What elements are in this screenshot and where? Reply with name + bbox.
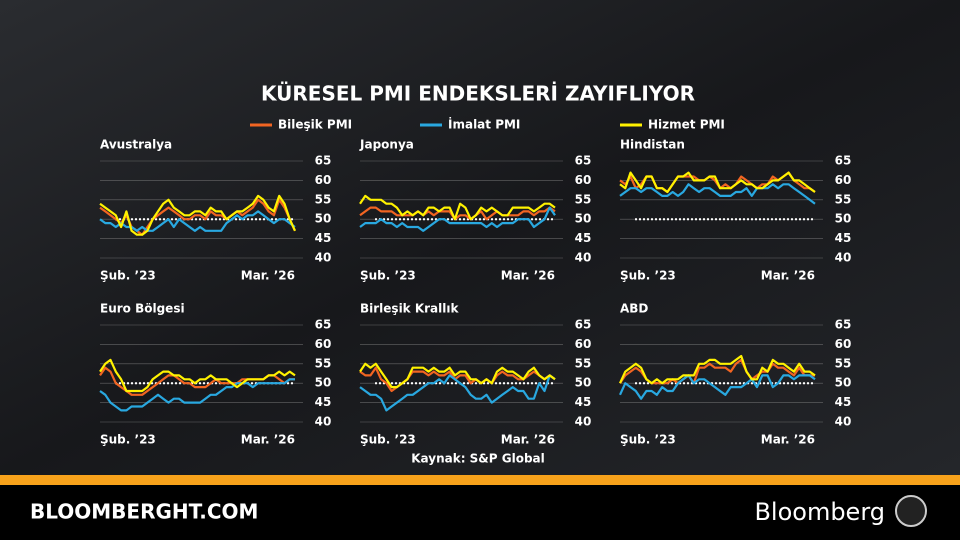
y-tick-label: 40 bbox=[315, 415, 332, 429]
y-tick-label: 60 bbox=[835, 173, 852, 187]
series-line bbox=[359, 374, 556, 412]
site-name: BLOOMBERGHT.COM bbox=[30, 500, 258, 524]
x-tick-label: Mar. ’26 bbox=[241, 433, 295, 447]
y-tick-label: 55 bbox=[575, 356, 592, 370]
y-tick-label: 50 bbox=[575, 212, 592, 226]
y-tick-label: 55 bbox=[835, 192, 852, 206]
y-tick-label: 50 bbox=[835, 212, 852, 226]
y-tick-label: 45 bbox=[575, 395, 592, 409]
y-tick-label: 45 bbox=[835, 395, 852, 409]
series-line bbox=[618, 354, 816, 385]
source: Kaynak: S&P Global bbox=[411, 452, 545, 466]
x-tick-label: Mar. ’26 bbox=[761, 269, 815, 283]
x-tick-label: Mar. ’26 bbox=[241, 269, 295, 283]
y-tick-label: 65 bbox=[575, 154, 592, 168]
series-line bbox=[359, 206, 556, 221]
page-title: KÜRESEL PMI ENDEKSLERİ ZAYIFLIYOR bbox=[261, 82, 695, 106]
x-tick-label: Şub. ’23 bbox=[100, 433, 156, 447]
y-tick-label: 65 bbox=[575, 318, 592, 332]
y-tick-label: 55 bbox=[315, 356, 332, 370]
panel-title: Avustralya bbox=[100, 138, 172, 152]
background bbox=[0, 0, 960, 475]
series-line bbox=[359, 206, 556, 232]
panel-title: Euro Bölgesi bbox=[100, 302, 185, 316]
panel-title: Hindistan bbox=[620, 138, 685, 152]
y-tick-label: 45 bbox=[575, 231, 592, 245]
y-tick-label: 40 bbox=[575, 251, 592, 265]
series-line bbox=[99, 194, 297, 236]
x-tick-label: Şub. ’23 bbox=[100, 269, 156, 283]
panel-title: ABD bbox=[620, 302, 648, 316]
legend-label: İmalat PMI bbox=[448, 117, 520, 132]
y-tick-label: 60 bbox=[575, 337, 592, 351]
x-tick-label: Şub. ’23 bbox=[620, 269, 676, 283]
y-tick-label: 65 bbox=[835, 154, 852, 168]
y-tick-label: 40 bbox=[315, 251, 332, 265]
y-tick-label: 50 bbox=[575, 376, 592, 390]
panel-title: Birleşik Krallık bbox=[360, 302, 459, 316]
x-tick-label: Şub. ’23 bbox=[620, 433, 676, 447]
y-tick-label: 45 bbox=[835, 231, 852, 245]
series-line bbox=[619, 183, 816, 205]
series-line bbox=[619, 171, 816, 194]
footer-bar bbox=[0, 485, 960, 540]
logo bbox=[895, 495, 927, 527]
y-tick-label: 40 bbox=[835, 415, 852, 429]
series-line bbox=[359, 362, 556, 389]
x-tick-label: Mar. ’26 bbox=[761, 433, 815, 447]
y-tick-label: 65 bbox=[315, 318, 332, 332]
y-tick-label: 50 bbox=[315, 376, 332, 390]
y-tick-label: 45 bbox=[315, 231, 332, 245]
y-tick-label: 55 bbox=[835, 356, 852, 370]
x-tick-label: Mar. ’26 bbox=[501, 269, 555, 283]
y-tick-label: 40 bbox=[835, 251, 852, 265]
legend-label: Bileşik PMI bbox=[278, 118, 352, 132]
series-line bbox=[359, 194, 556, 221]
y-tick-label: 55 bbox=[575, 192, 592, 206]
series-line bbox=[99, 358, 296, 393]
y-tick-label: 45 bbox=[315, 395, 332, 409]
y-tick-label: 60 bbox=[315, 337, 332, 351]
x-tick-label: Mar. ’26 bbox=[501, 433, 555, 447]
y-tick-label: 60 bbox=[315, 173, 332, 187]
y-tick-label: 65 bbox=[315, 154, 332, 168]
y-tick-label: 50 bbox=[315, 212, 332, 226]
x-tick-label: Şub. ’23 bbox=[360, 269, 416, 283]
accent-bar bbox=[0, 475, 960, 485]
legend-label: Hizmet PMI bbox=[648, 118, 725, 132]
y-tick-label: 65 bbox=[835, 318, 852, 332]
y-tick-label: 50 bbox=[835, 376, 852, 390]
y-tick-label: 55 bbox=[315, 192, 332, 206]
x-tick-label: Şub. ’23 bbox=[360, 433, 416, 447]
series-line bbox=[99, 210, 296, 232]
y-tick-label: 60 bbox=[835, 337, 852, 351]
y-tick-label: 40 bbox=[575, 415, 592, 429]
series-line bbox=[99, 378, 295, 412]
y-tick-label: 60 bbox=[575, 173, 592, 187]
panel-title: Japonya bbox=[359, 138, 414, 152]
series-line bbox=[618, 374, 816, 400]
brand: Bloomberg bbox=[754, 498, 885, 526]
